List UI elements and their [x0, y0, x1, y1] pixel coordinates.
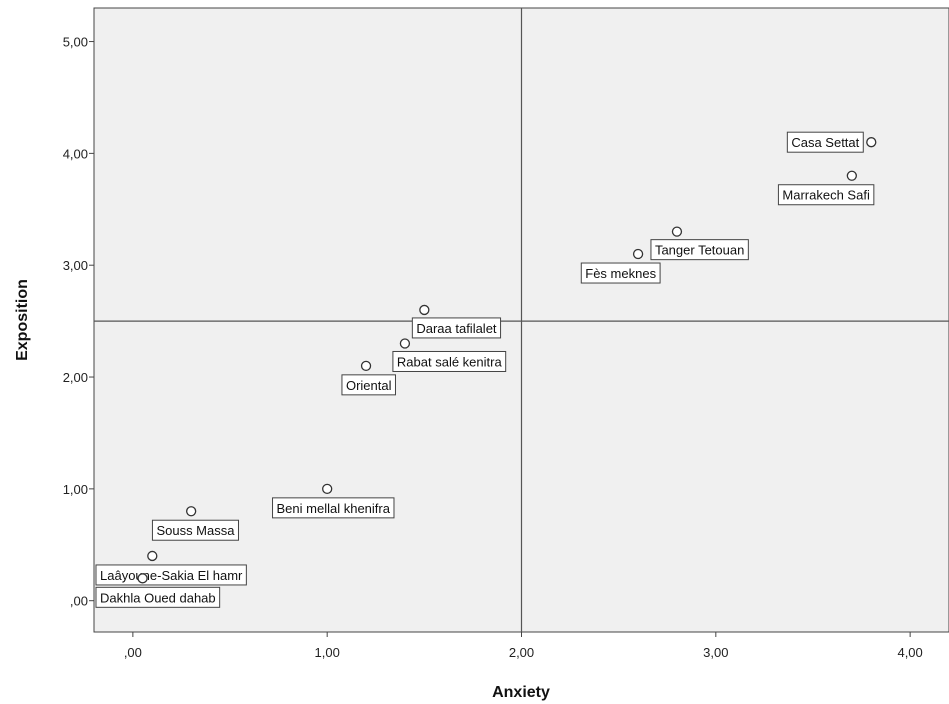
- point-label: Fès meknes: [585, 266, 656, 281]
- data-point: [846, 170, 857, 181]
- point-group: Daraa tafilalet: [411, 304, 502, 339]
- x-axis: ,00 1,00 2,00 3,00 4,00: [124, 632, 923, 660]
- x-tick-label: 4,00: [897, 645, 922, 660]
- reference-lines: [94, 8, 949, 632]
- point-label-box: [95, 586, 221, 608]
- y-tick-label: 5,00: [63, 35, 88, 50]
- data-point: [419, 304, 430, 316]
- data-point: [866, 137, 877, 148]
- data-point: [137, 573, 148, 584]
- point-group: Dakhla Oued dahab: [95, 573, 221, 608]
- point-group: Oriental: [341, 360, 396, 396]
- point-group: Tanger Tetouan: [650, 226, 749, 261]
- point-group: Casa Settat: [786, 131, 877, 153]
- data-point: [322, 483, 333, 495]
- point-label: Souss Massa: [156, 523, 235, 538]
- point-label: Oriental: [346, 378, 392, 393]
- data-point: [399, 338, 411, 349]
- y-axis-title: Exposition: [14, 279, 31, 361]
- point-label-box: [341, 374, 396, 396]
- point-group: Souss Massa: [151, 506, 239, 541]
- point-label-box: [95, 564, 247, 586]
- x-tick-label: 3,00: [703, 645, 728, 660]
- y-tick-label: 3,00: [63, 258, 88, 273]
- data-point: [147, 550, 158, 562]
- point-label: Daraa tafilalet: [416, 321, 497, 336]
- point-label: Casa Settat: [791, 135, 859, 150]
- point-group: Marrakech Safi: [777, 170, 875, 206]
- x-tick-label: ,00: [124, 645, 142, 660]
- y-tick-label: 2,00: [63, 370, 88, 385]
- x-tick-label: 2,00: [509, 645, 534, 660]
- point-label-box: [786, 131, 864, 153]
- x-tick-label: 1,00: [315, 645, 340, 660]
- y-tick-label: ,00: [70, 594, 88, 609]
- data-points: Casa Settat Marrakech Safi Tanger Tetouan F…: [95, 131, 877, 608]
- y-axis: ,00 1,00 2,00 3,00 4,00 5,00: [63, 35, 94, 609]
- point-group: Laâyoune-Sakia El hamr: [95, 550, 247, 586]
- data-point: [360, 360, 372, 371]
- point-group: Rabat salé kenitra: [392, 338, 507, 372]
- point-label-box: [580, 262, 661, 284]
- data-point: [632, 248, 644, 260]
- point-label-box: [411, 317, 502, 339]
- data-point: [186, 506, 197, 517]
- point-label: Dakhla Oued dahab: [100, 590, 216, 605]
- point-group: Beni mellal khenifra: [272, 483, 395, 519]
- y-tick-label: 4,00: [63, 146, 88, 161]
- point-label: Laâyoune-Sakia El hamr: [100, 568, 243, 583]
- y-tick-label: 1,00: [63, 482, 88, 497]
- point-label: Rabat salé kenitra: [397, 354, 503, 369]
- x-axis-title: Anxiety: [492, 684, 550, 701]
- data-point: [671, 226, 683, 237]
- point-label: Beni mellal khenifra: [277, 501, 391, 516]
- point-group: Fès meknes: [580, 248, 661, 284]
- point-label-box: [272, 497, 395, 519]
- point-label: Tanger Tetouan: [655, 243, 744, 258]
- point-label: Marrakech Safi: [782, 188, 870, 203]
- point-label-box: [650, 239, 749, 261]
- point-label-box: [151, 519, 239, 541]
- point-label-box: [777, 184, 875, 206]
- point-label-box: [392, 350, 507, 372]
